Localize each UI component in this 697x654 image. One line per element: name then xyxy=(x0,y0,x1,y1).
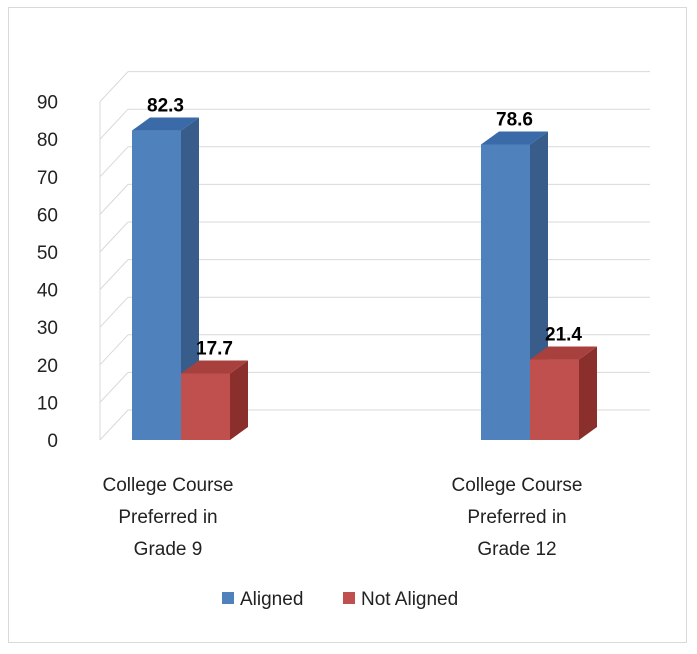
y-tick-label: 70 xyxy=(37,168,58,189)
y-tick-label: 0 xyxy=(47,431,58,452)
data-label: 17.7 xyxy=(196,338,233,359)
gridline-diag xyxy=(99,372,129,403)
chart-frame xyxy=(8,7,687,643)
y-tick-label: 10 xyxy=(37,393,58,414)
gridline-diag xyxy=(99,296,129,328)
y-tick-label: 60 xyxy=(37,205,58,226)
gridline-diag xyxy=(99,71,129,102)
gridline-diag xyxy=(99,108,129,140)
gridline-diag xyxy=(99,409,129,441)
data-label: 82.3 xyxy=(147,96,184,117)
gridline-diag xyxy=(99,221,129,253)
bar xyxy=(481,144,530,441)
x-category-label: Grade 12 xyxy=(477,539,556,560)
bar xyxy=(181,373,230,440)
gridline-diag xyxy=(99,334,129,366)
x-category-label: College Course xyxy=(452,475,583,496)
legend-swatch xyxy=(222,592,234,604)
x-category-label: Preferred in xyxy=(467,507,566,528)
bar-side xyxy=(579,346,597,440)
y-tick-label: 30 xyxy=(37,318,58,339)
legend-label: Aligned xyxy=(240,589,303,610)
legend-label: Not Aligned xyxy=(361,589,458,610)
bar-side xyxy=(230,360,248,440)
y-tick-label: 40 xyxy=(37,281,58,302)
bar-top xyxy=(132,117,199,131)
x-category-label: Preferred in xyxy=(118,507,217,528)
bar-top xyxy=(181,360,248,374)
data-label: 78.6 xyxy=(496,109,533,130)
x-category-label: College Course xyxy=(103,475,234,496)
data-label: 21.4 xyxy=(545,325,582,346)
y-tick-label: 90 xyxy=(37,93,58,114)
y-tick-label: 50 xyxy=(37,243,58,264)
bar xyxy=(530,359,579,440)
bar-side xyxy=(181,117,199,440)
bar xyxy=(132,130,181,440)
bar-top xyxy=(481,131,548,145)
gridline-diag xyxy=(99,184,129,215)
legend-swatch xyxy=(343,592,355,604)
bar-top xyxy=(530,346,597,360)
y-tick-label: 80 xyxy=(37,130,58,151)
x-category-label: Grade 9 xyxy=(134,539,203,560)
y-tick-label: 20 xyxy=(37,356,58,377)
gridline-diag xyxy=(99,146,129,178)
gridline-diag xyxy=(99,259,129,290)
